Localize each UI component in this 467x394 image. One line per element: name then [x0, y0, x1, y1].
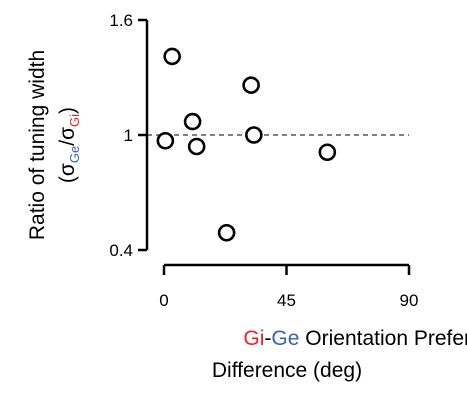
- y-tick-label: 1.6: [109, 11, 133, 30]
- data-point: [245, 126, 263, 144]
- x-tick-label: 0: [159, 291, 168, 310]
- data-point: [217, 223, 236, 242]
- data-points: [156, 47, 337, 242]
- y-axis-title-line1: Ratio of tuning width: [26, 50, 49, 240]
- y-tick-label: 0.4: [109, 241, 133, 260]
- x-ticks: 0 45 90: [159, 265, 418, 310]
- data-point: [318, 143, 337, 162]
- y-ticks: 0.4 1 1.6: [109, 11, 147, 260]
- data-point: [183, 112, 202, 131]
- data-point: [163, 47, 181, 66]
- data-point: [187, 137, 206, 156]
- y-axis-title-line2: (σGe/σGi): [56, 107, 82, 183]
- x-tick-label: 90: [400, 291, 419, 310]
- axes: [145, 20, 409, 267]
- data-point: [242, 76, 260, 94]
- data-point: [156, 131, 175, 150]
- y-tick-label: 1: [124, 126, 133, 145]
- x-tick-label: 45: [277, 291, 296, 310]
- x-axis-title-line1: Gi-Ge Orientation Preference: [243, 327, 467, 350]
- y-axis-title-ratio: (σGe/σGi): [56, 107, 82, 183]
- x-axis-title-line2: Difference (deg): [212, 359, 362, 382]
- y-axis-title: Ratio of tuning width: [26, 50, 49, 240]
